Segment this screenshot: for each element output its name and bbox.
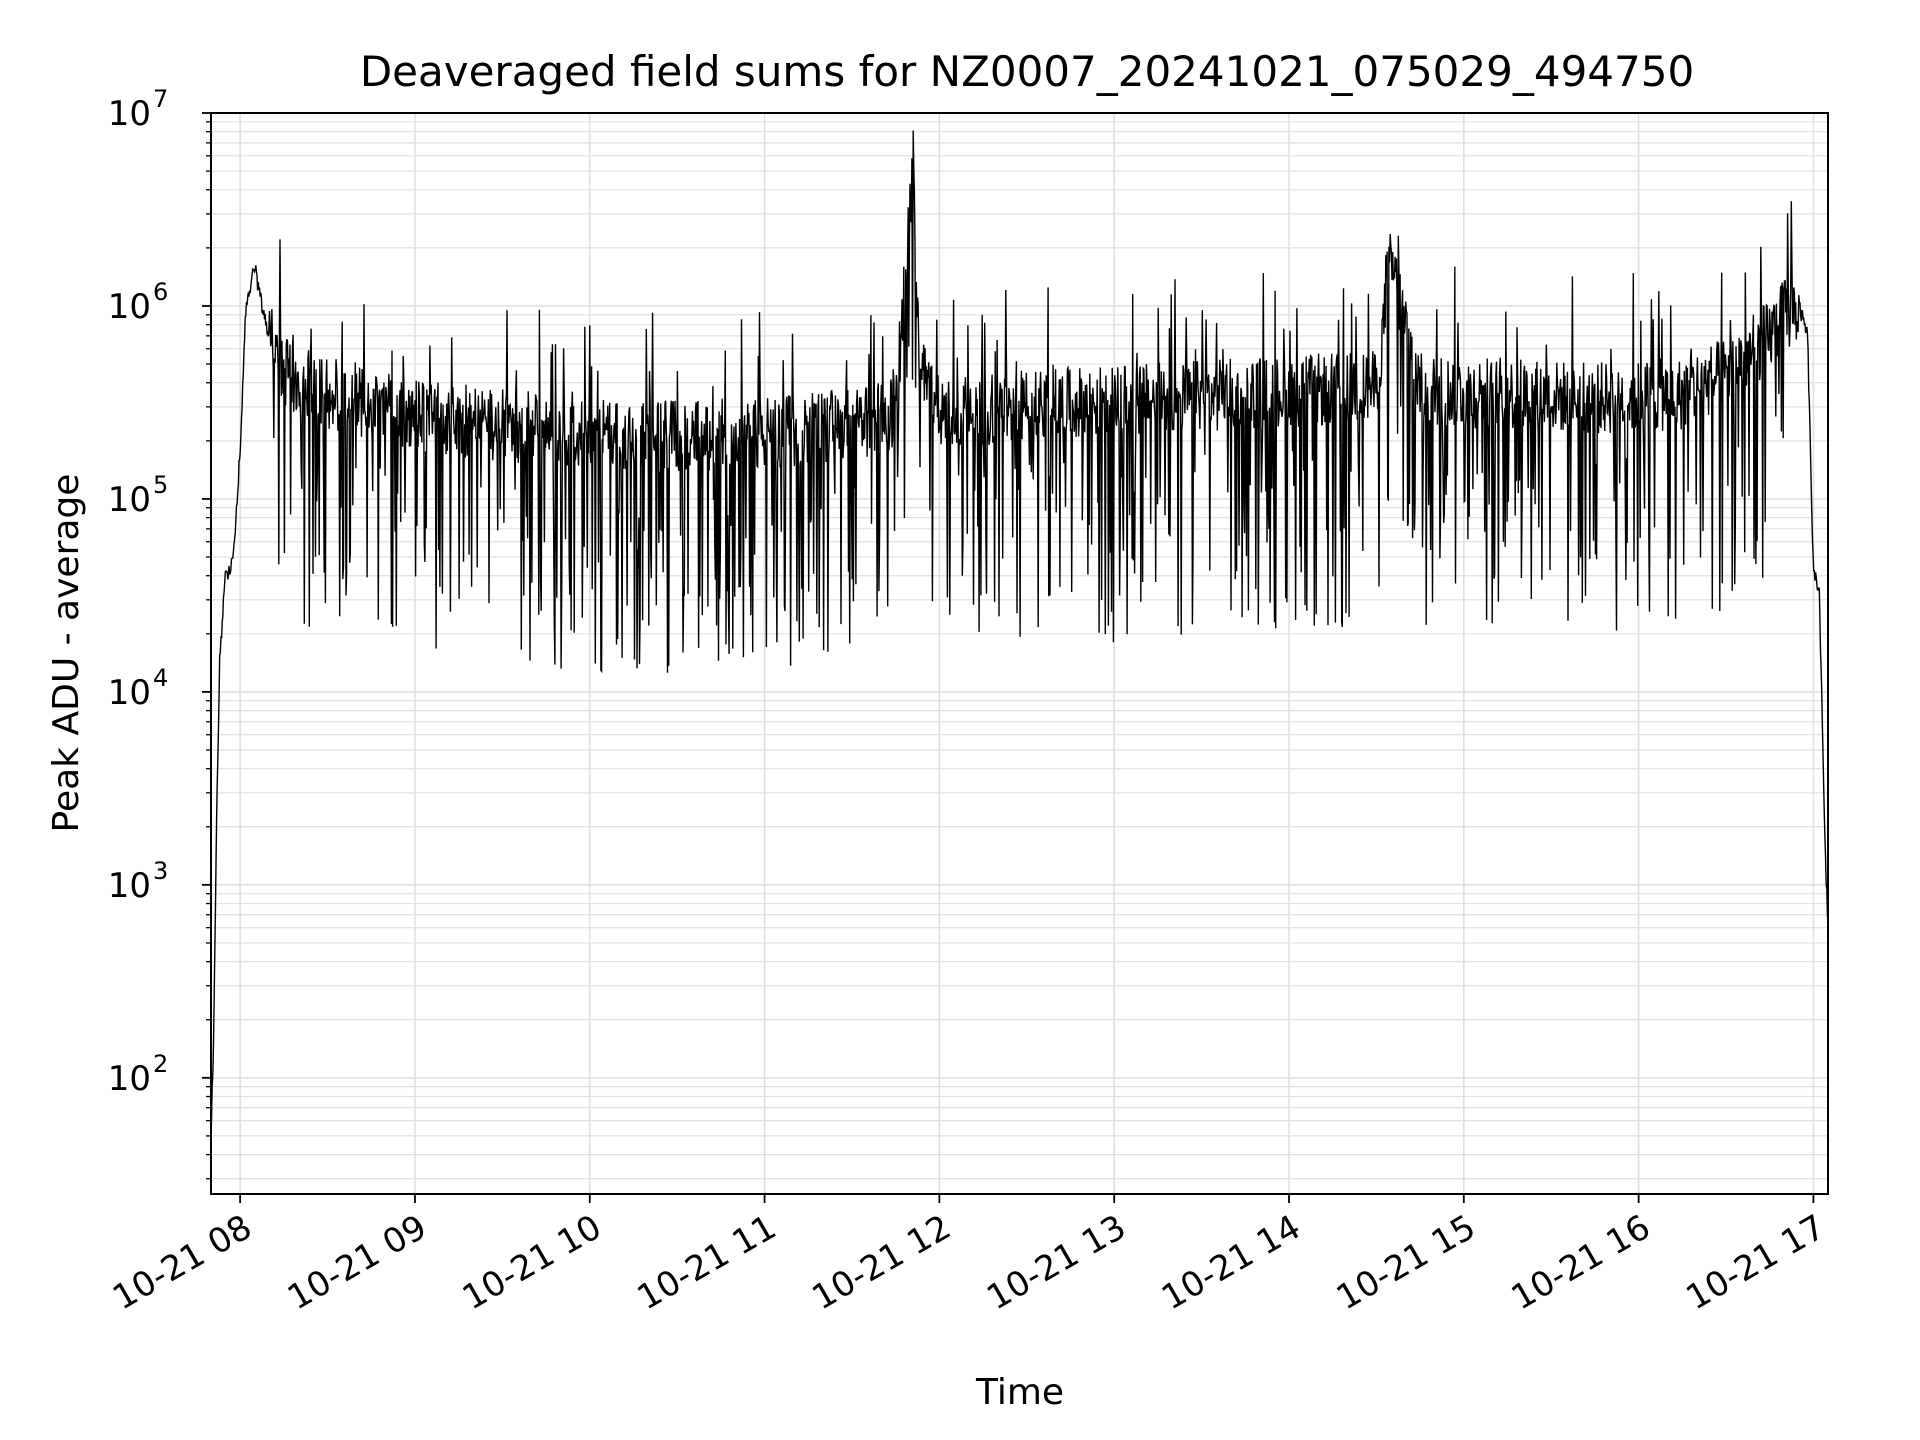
y-tick-label-base: 10 (108, 94, 151, 134)
y-tick-label: 10 (108, 1059, 151, 1099)
x-tick-label: 10-21 11 (631, 1207, 783, 1318)
y-tick-label-base: 10 (108, 866, 151, 906)
y-tick-label: 10 (108, 480, 151, 520)
y-tick-label: 10 (108, 673, 151, 713)
grid-layer (211, 112, 1828, 1194)
y-tick-label-exponent: 3 (153, 857, 168, 885)
y-tick-label-exponent: 6 (153, 278, 168, 306)
tick-layer: 10-21 08 10-21 09 10-21 10 10-21 11 10-21 12… (106, 85, 1832, 1318)
y-tick-label: 10 (108, 94, 151, 134)
y-tick-label-base: 10 (108, 480, 151, 520)
y-tick-label-exponent: 2 (153, 1050, 168, 1078)
y-tick-label-base: 10 (108, 287, 151, 327)
x-tick-label: 10-21 12 (805, 1207, 957, 1318)
y-tick-label-base: 10 (108, 673, 151, 713)
y-tick-label: 10 (108, 287, 151, 327)
y-tick-label-base: 10 (108, 1059, 151, 1099)
y-axis-label: Peak ADU - average (46, 474, 87, 833)
y-tick-label-exponent: 7 (153, 85, 168, 113)
x-tick-label: 10-21 14 (1155, 1207, 1307, 1318)
x-tick-label: 10-21 16 (1505, 1207, 1657, 1318)
x-tick-label: 10-21 15 (1330, 1207, 1482, 1318)
y-tick-label-exponent: 4 (153, 664, 168, 692)
y-tick-label: 10 (108, 866, 151, 906)
x-tick-label: 10-21 13 (980, 1207, 1132, 1318)
chart-title: Deaveraged field sums for NZ0007_2024102… (360, 47, 1694, 96)
x-tick-label: 10-21 09 (281, 1207, 433, 1318)
x-tick-label: 10-21 10 (456, 1207, 608, 1318)
x-tick-label: 10-21 08 (106, 1207, 258, 1318)
plot-frame (210, 112, 1829, 1195)
data-series-line (210, 130, 1829, 1141)
x-axis-label: Time (975, 1372, 1064, 1413)
y-tick-label-exponent: 5 (153, 471, 168, 499)
x-tick-label: 10-21 17 (1680, 1207, 1832, 1318)
